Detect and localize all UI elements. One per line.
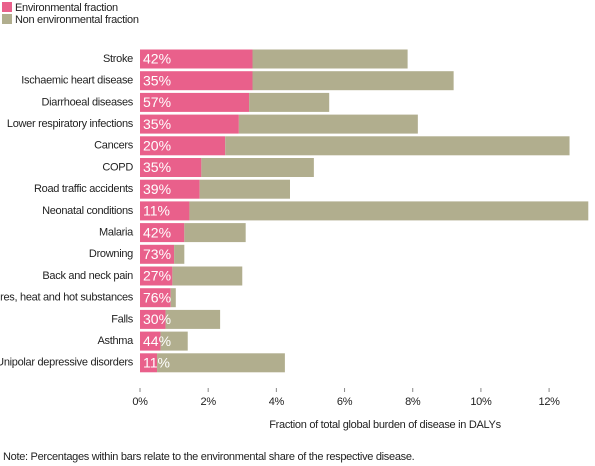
bar-segment <box>140 309 166 329</box>
bar-segment <box>140 244 175 264</box>
x-axis-label: Fraction of total global burden of disea… <box>269 419 501 431</box>
bar-segment <box>238 114 418 134</box>
bar-segment <box>174 244 185 264</box>
bar-segment <box>201 158 314 177</box>
y-tick-label: Diarrhoeal diseases <box>41 96 133 108</box>
y-tick-label: Falls <box>111 313 134 325</box>
bar-label: 27% <box>143 268 171 284</box>
y-tick-label: Back and neck pain <box>42 270 133 282</box>
y-tick-label: Lower respiratory infections <box>7 118 134 130</box>
y-tick-label: Cancers <box>94 140 134 152</box>
bar-segment <box>140 223 185 243</box>
bar-label: 44% <box>143 333 171 349</box>
bar-segment <box>140 136 226 156</box>
y-tick-label: Malaria <box>99 227 134 239</box>
bar-label: 11% <box>143 355 170 371</box>
bar-segment <box>170 288 176 308</box>
bar-segment <box>140 92 250 112</box>
bar-segment <box>184 223 246 243</box>
bar-segment <box>140 266 173 286</box>
bar-label: 30% <box>143 311 171 327</box>
bar-segment <box>249 92 330 112</box>
legend-swatch <box>2 2 12 12</box>
x-tick-label: 4% <box>269 396 285 408</box>
bar-label: 20% <box>143 138 171 154</box>
y-tick-label: Neonatal conditions <box>42 205 134 217</box>
bar-segment <box>199 179 290 199</box>
y-tick-label: Asthma <box>98 335 135 347</box>
bar-segment <box>160 331 188 351</box>
y-tick-label: Stroke <box>103 53 133 65</box>
bar-segment <box>140 288 171 308</box>
x-tick-label: 2% <box>201 396 217 408</box>
bar-segment <box>140 353 158 373</box>
y-tick-label: Drowning <box>89 248 133 260</box>
bar-label: 76% <box>143 289 171 305</box>
bar-label: 42% <box>143 51 171 67</box>
x-tick-label: 12% <box>539 396 561 408</box>
bar-label: 35% <box>143 159 171 175</box>
legend-swatch <box>2 14 12 24</box>
y-tick-label: Fires, heat and hot substances <box>0 292 134 304</box>
y-tick-label: COPD <box>102 161 133 173</box>
legend-label: Non environmental fraction <box>15 14 139 26</box>
bar-label: 73% <box>143 246 171 262</box>
bar-segment <box>252 71 454 91</box>
bar-segment <box>157 353 285 373</box>
bar-segment <box>225 136 570 156</box>
bar-segment <box>189 201 589 221</box>
bar-label: 11% <box>143 203 170 219</box>
y-tick-label: Road traffic accidents <box>34 183 134 195</box>
bar-segment <box>140 158 202 177</box>
bar-segment <box>140 201 190 221</box>
bar-segment <box>140 49 253 69</box>
y-tick-label: Unipolar depressive disorders <box>0 357 134 369</box>
x-tick-label: 10% <box>470 396 492 408</box>
bar-label: 35% <box>143 72 171 88</box>
bar-segment <box>140 331 161 351</box>
bar-segment <box>165 309 221 329</box>
bar-label: 57% <box>143 94 171 110</box>
x-tick-label: 8% <box>405 396 421 408</box>
x-tick-label: 0% <box>132 396 148 408</box>
bar-segment <box>140 179 200 199</box>
bar-segment <box>140 114 239 134</box>
legend-label: Environmental fraction <box>15 2 118 14</box>
bar-label: 42% <box>143 224 171 240</box>
bar-label: 39% <box>143 181 171 197</box>
y-tick-label: Ischaemic heart disease <box>21 75 133 87</box>
bar-segment <box>172 266 243 286</box>
bar-segment <box>140 71 253 91</box>
bar-segment <box>252 49 408 69</box>
x-tick-label: 6% <box>337 396 353 408</box>
bar-label: 35% <box>143 116 171 132</box>
note: Note: Percentages within bars relate to … <box>3 451 415 463</box>
